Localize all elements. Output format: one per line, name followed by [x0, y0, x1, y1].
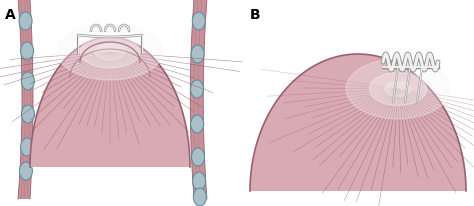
Ellipse shape [21, 105, 35, 123]
Ellipse shape [19, 162, 32, 180]
Ellipse shape [191, 46, 204, 64]
Text: B: B [250, 8, 261, 22]
Polygon shape [250, 55, 466, 191]
Ellipse shape [21, 73, 35, 91]
Ellipse shape [191, 148, 204, 166]
Ellipse shape [193, 188, 206, 206]
Ellipse shape [192, 13, 205, 31]
Polygon shape [190, 0, 207, 199]
Ellipse shape [19, 13, 32, 31]
Polygon shape [80, 37, 140, 69]
Ellipse shape [192, 172, 206, 190]
Polygon shape [30, 38, 190, 167]
Polygon shape [346, 60, 450, 119]
Polygon shape [57, 25, 163, 81]
Polygon shape [18, 0, 33, 199]
Polygon shape [385, 82, 411, 97]
Ellipse shape [191, 81, 203, 98]
Polygon shape [95, 45, 125, 61]
Polygon shape [369, 73, 427, 106]
Text: A: A [5, 8, 16, 22]
Ellipse shape [20, 138, 34, 156]
Ellipse shape [20, 43, 34, 61]
Ellipse shape [191, 115, 204, 133]
